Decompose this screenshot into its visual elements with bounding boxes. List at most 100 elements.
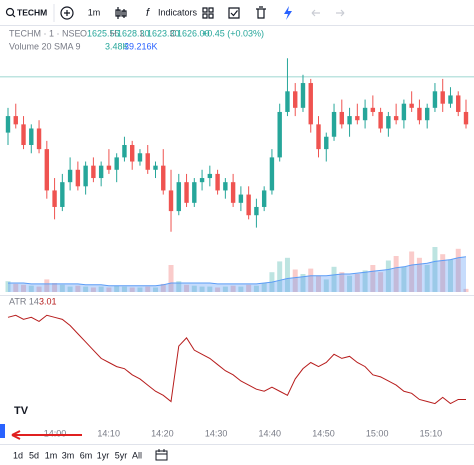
candle-body bbox=[83, 165, 88, 187]
undo-icon[interactable] bbox=[311, 9, 320, 17]
volume-bar bbox=[137, 287, 143, 292]
volume-bar bbox=[393, 256, 399, 292]
candle-body bbox=[145, 153, 150, 170]
candle-body bbox=[29, 128, 34, 145]
volume-bar bbox=[331, 266, 337, 292]
toolbar: TECHM 1m f Indicators bbox=[0, 4, 474, 26]
time-label: 14:40 bbox=[259, 428, 282, 438]
candle-body bbox=[386, 116, 391, 129]
candle-body bbox=[199, 178, 205, 183]
legend-sma-value: 39.216K bbox=[124, 41, 158, 51]
candle-body bbox=[230, 182, 236, 203]
volume-bar bbox=[52, 283, 58, 292]
volume-bar bbox=[207, 286, 213, 292]
volume-bar bbox=[354, 274, 360, 292]
candle-body bbox=[261, 190, 267, 207]
candle-body bbox=[114, 157, 119, 170]
candle-body bbox=[440, 91, 445, 104]
volume-sma-area bbox=[8, 256, 466, 292]
interval[interactable]: 1m bbox=[88, 7, 101, 17]
candle-body bbox=[409, 103, 414, 108]
range-button[interactable]: 1d bbox=[13, 450, 23, 460]
candle-body bbox=[153, 165, 158, 170]
candle-body bbox=[137, 153, 143, 162]
indicators[interactable]: Indicators bbox=[158, 7, 198, 17]
ohlc-label: L bbox=[140, 28, 145, 38]
candle-body bbox=[122, 145, 127, 158]
volume-bar bbox=[5, 281, 11, 292]
redo-icon[interactable] bbox=[336, 9, 345, 17]
candle-body bbox=[21, 124, 26, 145]
volume-bar bbox=[13, 283, 19, 292]
calendar-icon[interactable] bbox=[155, 449, 168, 461]
ohlc-label: C bbox=[170, 28, 177, 38]
volume-bar bbox=[432, 247, 438, 292]
search-icon bbox=[12, 14, 16, 18]
legend-ohlc: O 1625.55H 1628.30L 1623.30C 1626.00 bbox=[80, 28, 210, 38]
volume-bar bbox=[292, 269, 298, 292]
fx-icon: f bbox=[146, 7, 150, 19]
volume-bar bbox=[59, 284, 65, 292]
candle-body bbox=[223, 182, 228, 191]
time-label: 14:30 bbox=[205, 428, 228, 438]
volume-bar bbox=[191, 285, 197, 292]
legend-change: +0.45 (+0.03%) bbox=[202, 28, 264, 38]
trash-icon[interactable] bbox=[256, 6, 266, 19]
range-button[interactable]: 5d bbox=[29, 450, 39, 460]
candle-body bbox=[215, 173, 220, 191]
candle-body bbox=[355, 116, 360, 121]
volume-bar bbox=[409, 251, 415, 292]
volume-bar bbox=[176, 281, 182, 292]
chart-type-icon[interactable] bbox=[115, 7, 127, 19]
range-button[interactable]: 1yr bbox=[97, 450, 110, 460]
ohlc-label: H bbox=[110, 28, 117, 38]
volume-bar bbox=[199, 286, 205, 292]
add-symbol[interactable] bbox=[60, 6, 74, 20]
volume-bar bbox=[230, 285, 236, 292]
candle-body bbox=[331, 111, 337, 137]
volume-bar bbox=[160, 283, 166, 292]
search-icon[interactable] bbox=[5, 7, 15, 17]
candle-body bbox=[246, 194, 251, 216]
volume-bar bbox=[114, 285, 120, 292]
replay-icon[interactable] bbox=[284, 6, 292, 20]
candle-body bbox=[5, 116, 11, 133]
range-button[interactable]: 6m bbox=[80, 450, 93, 460]
candle-body bbox=[207, 173, 213, 179]
time-label: 14:20 bbox=[151, 428, 174, 438]
symbol[interactable]: TECHM bbox=[17, 7, 47, 17]
panel-tab[interactable] bbox=[0, 424, 5, 438]
candle-body bbox=[362, 107, 368, 121]
volume-bar bbox=[90, 287, 96, 292]
volume-bar bbox=[455, 248, 461, 292]
legend-symbol: TECHM · 1 · NSE bbox=[9, 28, 81, 38]
candle-body bbox=[401, 103, 407, 121]
candle-body bbox=[36, 128, 42, 150]
volume-bar bbox=[222, 286, 228, 292]
volume-bar bbox=[463, 288, 469, 292]
volume-bar bbox=[28, 285, 34, 292]
ohlc-value: 1628.30 bbox=[117, 28, 150, 38]
candle-body bbox=[456, 95, 461, 112]
candle-body bbox=[91, 165, 96, 179]
volume-bar bbox=[323, 279, 329, 292]
candle-body bbox=[308, 83, 313, 125]
time-label: 14:00 bbox=[44, 428, 67, 438]
range-button[interactable]: 1m bbox=[45, 450, 58, 460]
volume-bar bbox=[308, 268, 314, 292]
atr-line bbox=[7, 314, 466, 405]
alert-icon[interactable] bbox=[228, 7, 240, 19]
candle-body bbox=[254, 206, 259, 216]
ohlc-value: 1625.55 bbox=[87, 28, 120, 38]
annotation-arrow bbox=[11, 430, 82, 440]
volume-bar bbox=[424, 265, 430, 292]
atr-value: 3.01 bbox=[39, 296, 57, 306]
layout-icon[interactable] bbox=[202, 7, 214, 19]
range-button[interactable]: 5yr bbox=[115, 450, 128, 460]
range-button[interactable]: 3m bbox=[62, 450, 75, 460]
candle-body bbox=[60, 182, 65, 207]
range-button[interactable]: All bbox=[132, 450, 142, 460]
volume-bar bbox=[246, 284, 252, 292]
